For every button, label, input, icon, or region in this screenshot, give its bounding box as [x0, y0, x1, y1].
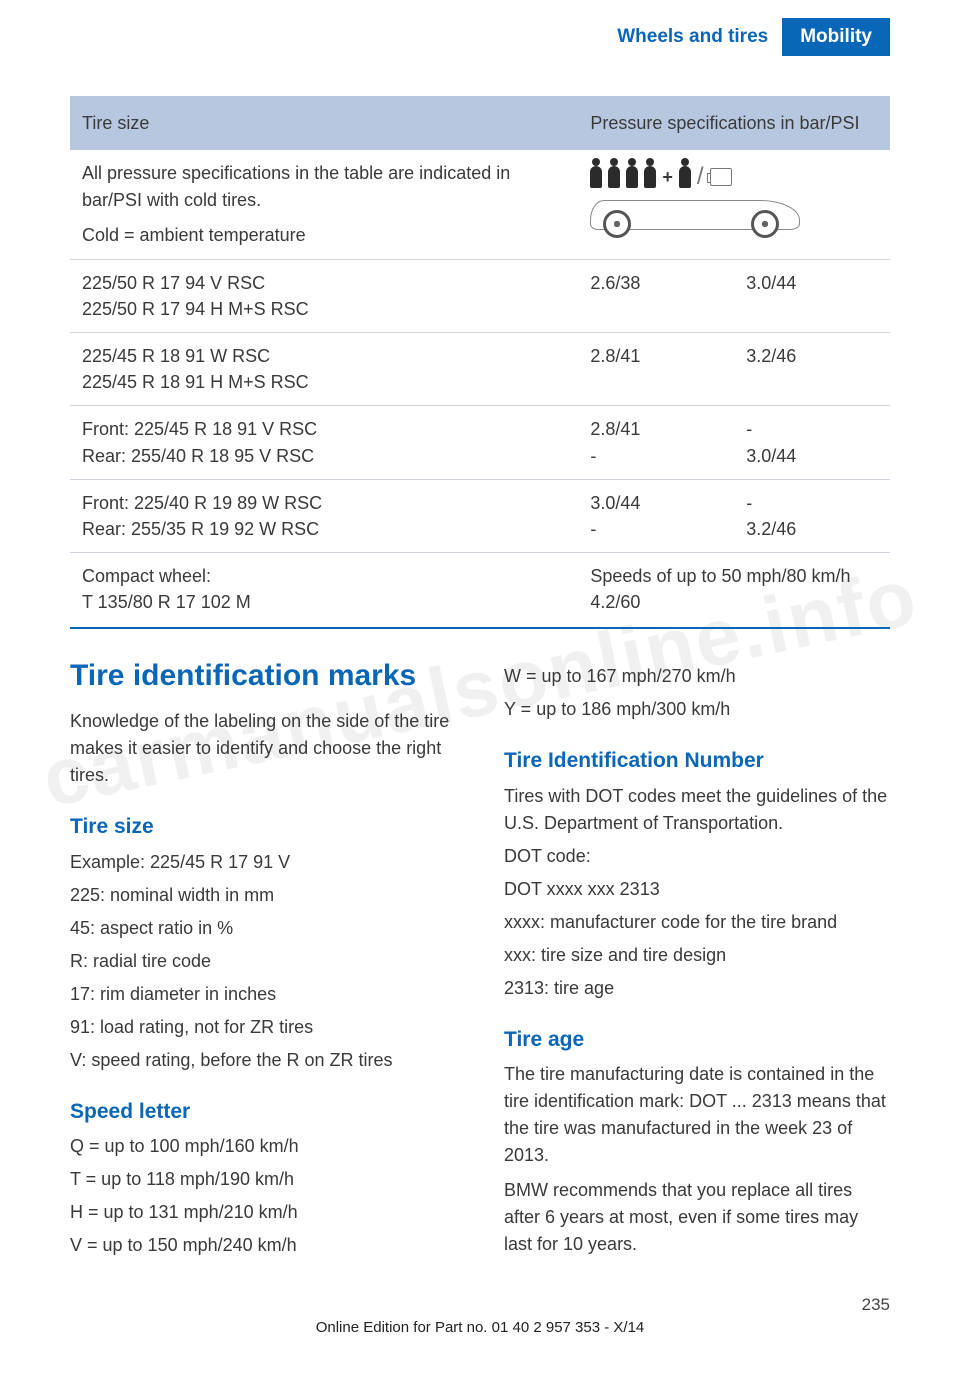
- body-text: T = up to 118 mph/190 km/h: [70, 1166, 456, 1193]
- pressure-rear: 3.2/46: [734, 333, 890, 406]
- tire-spec: Rear: 255/40 R 18 95 V RSC: [82, 443, 566, 469]
- pressure-val: -: [746, 490, 878, 516]
- body-text: xxxx: manufacturer code for the tire bra…: [504, 909, 890, 936]
- pressure-rear: 3.0/44: [734, 260, 890, 333]
- body-text: R: radial tire code: [70, 948, 456, 975]
- body-text: Example: 225/45 R 17 91 V: [70, 849, 456, 876]
- tire-spec: Compact wheel:: [82, 563, 566, 589]
- pressure-val: -: [590, 443, 722, 469]
- th-tire-size: Tire size: [70, 96, 578, 150]
- body-text: 45: aspect ratio in %: [70, 915, 456, 942]
- section-title: Tire identification marks: [70, 653, 456, 698]
- pressure-table: Tire size Pressure specifications in bar…: [70, 96, 890, 625]
- tire-spec: T 135/80 R 17 102 M: [82, 589, 566, 615]
- pressure-val: -: [590, 516, 722, 542]
- table-row: 225/45 R 18 91 W RSC 225/45 R 18 91 H M+…: [70, 333, 890, 406]
- content-columns: Tire identification marks Knowledge of t…: [70, 653, 890, 1265]
- body-text: V: speed rating, before the R on ZR tire…: [70, 1047, 456, 1074]
- body-text: Y = up to 186 mph/300 km/h: [504, 696, 890, 723]
- body-text: BMW recommends that you replace all tire…: [504, 1177, 890, 1258]
- subheading-tire-age: Tire age: [504, 1024, 890, 1056]
- footer-edition: Online Edition for Part no. 01 40 2 957 …: [70, 1319, 890, 1336]
- left-column: Tire identification marks Knowledge of t…: [70, 653, 456, 1265]
- body-text: Tires with DOT codes meet the guidelines…: [504, 783, 890, 837]
- table-row: Front: 225/40 R 19 89 W RSC Rear: 255/35…: [70, 479, 890, 552]
- pressure-val: 2.8/41: [590, 416, 722, 442]
- body-text: The tire manufacturing date is contained…: [504, 1061, 890, 1169]
- table-row-note: All pressure specifications in the table…: [70, 150, 890, 260]
- body-text: W = up to 167 mph/270 km/h: [504, 663, 890, 690]
- pressure-val: 3.2/46: [746, 516, 878, 542]
- pressure-val: 3.0/44: [746, 443, 878, 469]
- subheading-tin: Tire Identification Number: [504, 745, 890, 777]
- header-tabs: Wheels and tires Mobility: [70, 0, 890, 56]
- body-text: H = up to 131 mph/210 km/h: [70, 1199, 456, 1226]
- note-line1: All pressure specifications in the table…: [82, 160, 566, 214]
- pressure-val: 3.0/44: [590, 490, 722, 516]
- th-pressure: Pressure specifications in bar/PSI: [578, 96, 890, 150]
- pressure-front: 2.6/38: [578, 260, 734, 333]
- body-text: Knowledge of the labeling on the side of…: [70, 708, 456, 789]
- pressure-val: 4.2/60: [590, 589, 878, 615]
- note-line2: Cold = ambient temperature: [82, 222, 566, 249]
- tire-spec: 225/50 R 17 94 H M+S RSC: [82, 296, 566, 322]
- body-text: 91: load rating, not for ZR tires: [70, 1014, 456, 1041]
- subheading-speed-letter: Speed letter: [70, 1096, 456, 1128]
- tire-spec: 225/45 R 18 91 H M+S RSC: [82, 369, 566, 395]
- tire-spec: Front: 225/40 R 19 89 W RSC: [82, 490, 566, 516]
- load-diagram-icon: + /: [590, 160, 810, 230]
- body-text: V = up to 150 mph/240 km/h: [70, 1232, 456, 1259]
- tire-spec: 225/45 R 18 91 W RSC: [82, 343, 566, 369]
- body-text: DOT xxxx xxx 2313: [504, 876, 890, 903]
- tire-spec: 225/50 R 17 94 V RSC: [82, 270, 566, 296]
- header-section: Wheels and tires: [603, 18, 782, 56]
- right-column: W = up to 167 mph/270 km/h Y = up to 186…: [504, 653, 890, 1265]
- body-text: Q = up to 100 mph/160 km/h: [70, 1133, 456, 1160]
- pressure-note: Speeds of up to 50 mph/80 km/h: [590, 563, 878, 589]
- body-text: DOT code:: [504, 843, 890, 870]
- body-text: 225: nominal width in mm: [70, 882, 456, 909]
- tire-spec: Front: 225/45 R 18 91 V RSC: [82, 416, 566, 442]
- tire-spec: Rear: 255/35 R 19 92 W RSC: [82, 516, 566, 542]
- table-row: 225/50 R 17 94 V RSC 225/50 R 17 94 H M+…: [70, 260, 890, 333]
- pressure-val: -: [746, 416, 878, 442]
- page-container: Wheels and tires Mobility Tire size Pres…: [0, 0, 960, 1376]
- header-chapter: Mobility: [782, 18, 890, 56]
- table-row: Front: 225/45 R 18 91 V RSC Rear: 255/40…: [70, 406, 890, 479]
- body-text: 2313: tire age: [504, 975, 890, 1002]
- pressure-front: 2.8/41: [578, 333, 734, 406]
- page-number: 235: [70, 1295, 890, 1315]
- table-bottom-rule: [70, 627, 890, 629]
- body-text: xxx: tire size and tire design: [504, 942, 890, 969]
- subheading-tire-size: Tire size: [70, 811, 456, 843]
- body-text: 17: rim diameter in inches: [70, 981, 456, 1008]
- table-row: Compact wheel: T 135/80 R 17 102 M Speed…: [70, 552, 890, 625]
